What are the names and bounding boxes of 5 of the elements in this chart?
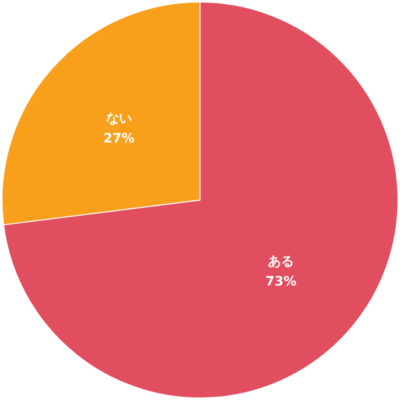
data-label: 27%	[103, 132, 135, 147]
data-label: 73%	[265, 274, 297, 290]
pie-slice	[3, 2, 398, 398]
slice-label: ある	[268, 254, 294, 270]
slice-label: ない	[106, 112, 132, 127]
